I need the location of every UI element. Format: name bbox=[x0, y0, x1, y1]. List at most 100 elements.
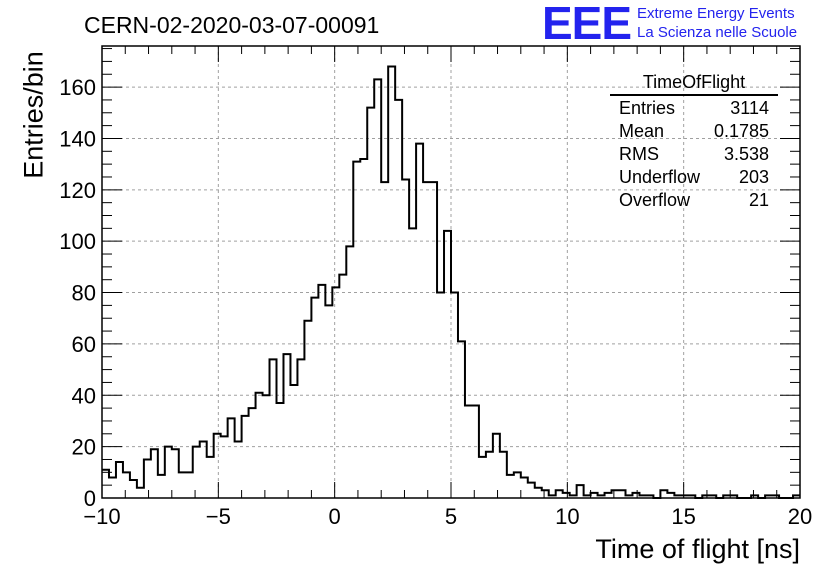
histogram-bin bbox=[374, 79, 381, 498]
y-tick-label: 120 bbox=[59, 178, 96, 203]
histogram-bin bbox=[465, 406, 472, 498]
histogram-bin bbox=[388, 67, 395, 498]
histogram-bin bbox=[367, 108, 374, 498]
y-tick-label: 140 bbox=[59, 126, 96, 151]
x-tick-label: 10 bbox=[555, 504, 579, 529]
stats-label: Overflow bbox=[619, 190, 691, 210]
histogram-bin bbox=[395, 100, 402, 498]
histogram-bin bbox=[660, 490, 667, 498]
stats-row-underflow: Underflow 203 bbox=[610, 166, 778, 189]
histogram-bin bbox=[409, 228, 416, 498]
histogram-bin bbox=[318, 285, 325, 498]
stats-value: 21 bbox=[748, 190, 769, 210]
y-tick-label: 60 bbox=[72, 332, 96, 357]
stats-value: 203 bbox=[738, 167, 769, 187]
stats-label: Mean bbox=[619, 121, 665, 141]
y-axis-label: Entries/bin bbox=[18, 51, 49, 179]
histogram-bin bbox=[325, 305, 332, 498]
histogram-bin bbox=[556, 490, 563, 498]
histogram-bin bbox=[151, 449, 158, 498]
histogram-bin bbox=[486, 452, 493, 498]
stats-label: RMS bbox=[619, 144, 659, 164]
histogram-bin bbox=[228, 418, 235, 498]
stats-value: 3114 bbox=[730, 98, 769, 118]
x-tick-label: 20 bbox=[788, 504, 812, 529]
histogram-bin bbox=[416, 144, 423, 498]
histogram-bin bbox=[186, 472, 193, 498]
histogram-bin bbox=[172, 449, 179, 498]
histogram-bin bbox=[402, 180, 409, 498]
y-tick-label: 100 bbox=[59, 229, 96, 254]
stats-box: TimeOfFlight Entries 3114 Mean 0.1785 RM… bbox=[610, 72, 778, 212]
histogram-bin bbox=[444, 231, 451, 498]
stats-label: Underflow bbox=[619, 167, 701, 187]
histogram-bin bbox=[137, 488, 144, 498]
x-tick-label: −5 bbox=[206, 504, 231, 529]
histogram-bin bbox=[144, 459, 151, 498]
histogram-bin bbox=[535, 488, 542, 498]
histogram-bin bbox=[242, 416, 249, 498]
histogram-bin bbox=[353, 162, 360, 498]
stats-label: Entries bbox=[619, 98, 676, 118]
histogram-bin bbox=[193, 447, 200, 498]
x-axis-label: Time of flight [ns] bbox=[595, 534, 800, 564]
histogram-series bbox=[102, 65, 800, 499]
histogram-bin bbox=[249, 408, 256, 498]
x-tick-label: −10 bbox=[83, 504, 120, 529]
histogram-bin bbox=[339, 275, 346, 498]
histogram-bin bbox=[304, 321, 311, 498]
y-tick-label: 80 bbox=[72, 281, 96, 306]
eee-caption: Extreme Energy Events La Scienza nelle S… bbox=[637, 4, 797, 42]
x-tick-label: 15 bbox=[671, 504, 695, 529]
histogram-bin bbox=[493, 434, 500, 498]
histogram-bin bbox=[256, 393, 263, 498]
histogram-bin bbox=[235, 442, 242, 499]
stats-row-overflow: Overflow 21 bbox=[610, 189, 778, 212]
histogram-bin bbox=[109, 477, 116, 498]
histogram-bin bbox=[479, 457, 486, 498]
histogram-bin bbox=[619, 490, 626, 498]
histogram-bin bbox=[507, 475, 514, 498]
histogram-bin bbox=[332, 287, 339, 498]
histogram-bin bbox=[423, 182, 430, 498]
histogram-bin bbox=[528, 483, 535, 498]
y-tick-label: 160 bbox=[59, 75, 96, 100]
stats-value: 3.538 bbox=[723, 144, 769, 164]
histogram-bin bbox=[514, 472, 521, 498]
histogram-bin bbox=[221, 436, 228, 498]
histogram-bin bbox=[270, 359, 277, 498]
x-tick-label: 0 bbox=[329, 504, 341, 529]
eee-caption-line2: La Scienza nelle Scuole bbox=[637, 24, 798, 41]
histogram-bin bbox=[577, 485, 584, 498]
histogram-bin bbox=[123, 472, 130, 498]
y-tick-label: 20 bbox=[72, 435, 96, 460]
histogram-bin bbox=[612, 490, 619, 498]
histogram-bin bbox=[102, 470, 109, 498]
histogram-bin bbox=[165, 447, 172, 498]
plot-frame bbox=[101, 45, 801, 499]
histogram-bin bbox=[297, 359, 304, 498]
histogram-bin bbox=[311, 298, 318, 498]
histogram-bin bbox=[360, 159, 367, 498]
histogram-bin bbox=[283, 354, 290, 498]
histogram-bin bbox=[542, 490, 549, 498]
histogram-bin bbox=[458, 341, 465, 498]
histogram-bin bbox=[214, 434, 221, 498]
histogram-bin bbox=[290, 385, 297, 498]
y-tick-label: 0 bbox=[84, 486, 96, 511]
histogram-bin bbox=[430, 182, 437, 498]
histogram-bin bbox=[381, 182, 388, 498]
eee-logo: EEE bbox=[542, 0, 632, 49]
stats-row-entries: Entries 3114 bbox=[610, 97, 778, 120]
histogram-bin bbox=[130, 480, 137, 498]
stats-title: TimeOfFlight bbox=[610, 72, 778, 96]
histogram-bin bbox=[346, 246, 353, 498]
histogram-bin bbox=[277, 403, 284, 498]
stats-row-rms: RMS 3.538 bbox=[610, 143, 778, 166]
histogram-bin bbox=[472, 406, 479, 498]
y-tick-label: 40 bbox=[72, 383, 96, 408]
histogram-bin bbox=[158, 475, 165, 498]
x-tick-label: 5 bbox=[445, 504, 457, 529]
chart-title: CERN-02-2020-03-07-00091 bbox=[84, 12, 380, 38]
